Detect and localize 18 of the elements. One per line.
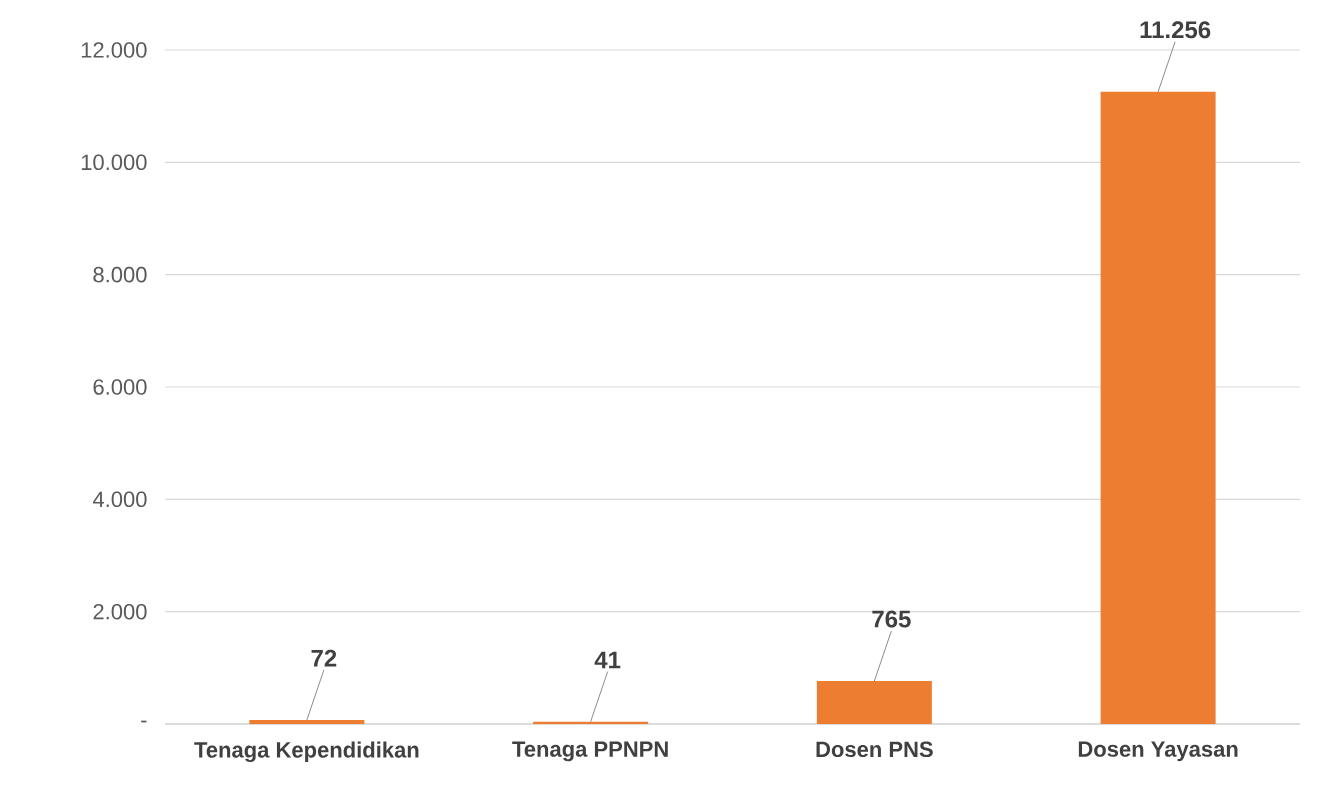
bar [1100,91,1216,724]
x-tick-label: Tenaga Kependidikan [194,741,419,763]
bar [816,681,932,724]
y-tick-label: 2.000 [93,603,147,620]
x-tick-label: Dosen Yayasan [1078,741,1238,762]
y-tick-label: 8.000 [93,266,147,283]
data-label: 41 [594,651,621,669]
y-tick-label: 4.000 [92,491,147,508]
x-tick-label: Tenaga PPNPN [512,741,668,762]
y-tick-label: 10.000 [81,154,147,171]
data-label: 765 [872,610,911,628]
x-tick-label: Dosen PNS [816,741,933,758]
data-label: 72 [311,649,337,667]
y-tick-label: - [141,720,147,723]
y-tick-label: 6.000 [93,379,147,395]
data-label: 11.256 [1140,21,1211,39]
y-tick-label: 12.000 [81,42,147,58]
bar [249,719,365,724]
